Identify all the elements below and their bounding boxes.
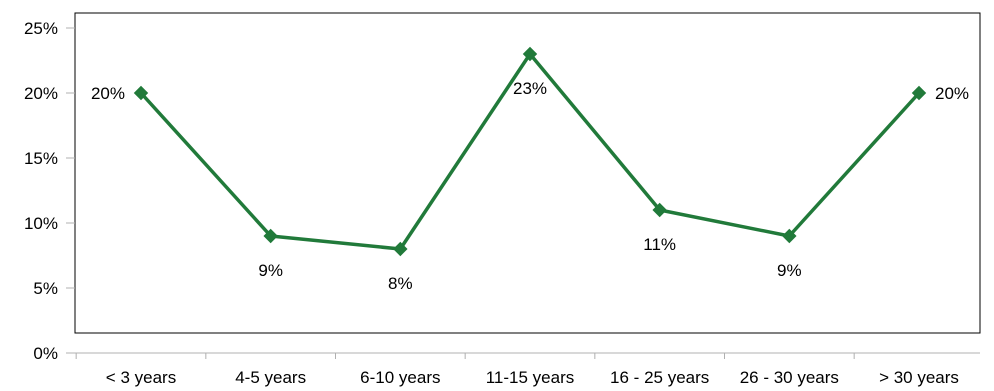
data-label: 8%: [388, 274, 413, 293]
data-point-marker: [652, 202, 667, 218]
series-markers: [133, 46, 927, 257]
data-label: 23%: [513, 79, 547, 98]
data-point-marker: [522, 46, 538, 62]
x-tick-label: 16 - 25 years: [610, 368, 709, 387]
y-axis: 0% 5% 10% 15% 20% 25%: [24, 19, 75, 363]
x-tick-label: 4-5 years: [235, 368, 306, 387]
x-axis: < 3 years 4-5 years 6-10 years 11-15 years 1…: [75, 353, 959, 387]
x-tick-label: 6-10 years: [360, 368, 440, 387]
y-tick-label: 15%: [24, 149, 58, 168]
data-label: 11%: [643, 235, 676, 254]
x-tick-label: 11-15 years: [486, 368, 575, 387]
x-tick-label: > 30 years: [879, 368, 959, 387]
data-label: 20%: [91, 84, 125, 103]
data-point-marker: [133, 85, 149, 101]
data-label: 20%: [935, 84, 969, 103]
y-tick-label: 0%: [33, 344, 58, 363]
data-point-marker: [263, 228, 278, 244]
data-point-marker: [393, 241, 408, 257]
data-labels: 20% 9% 8% 23% 11% 9% 20%: [91, 79, 969, 293]
data-point-marker: [782, 228, 797, 244]
x-tick-label: 26 - 30 years: [740, 368, 839, 387]
x-tick-label: < 3 years: [106, 368, 176, 387]
y-tick-label: 10%: [24, 214, 58, 233]
data-point-marker: [911, 85, 927, 101]
plot-area-frame: [74, 12, 981, 334]
y-tick-label: 20%: [24, 84, 58, 103]
data-label: 9%: [777, 261, 802, 280]
y-tick-label: 25%: [24, 19, 58, 38]
data-label: 9%: [258, 261, 283, 280]
y-tick-label: 5%: [33, 279, 58, 298]
